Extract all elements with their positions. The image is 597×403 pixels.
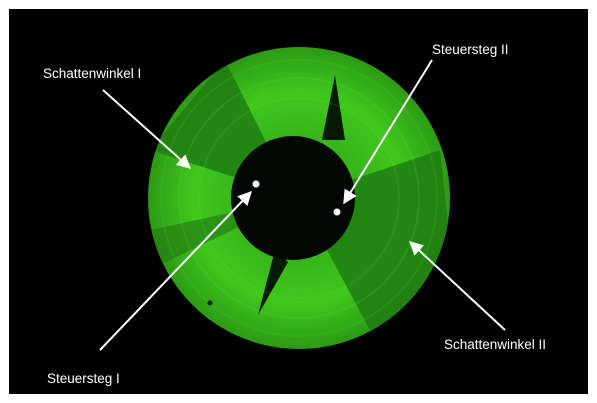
arrow-steuersteg-1 [99, 190, 252, 351]
label-steuersteg-1: Steuersteg I [47, 371, 120, 386]
label-steuersteg-2: Steuersteg II [432, 42, 509, 57]
arrow-schattenwinkel-1 [102, 89, 192, 169]
arrow-steuersteg-2 [343, 59, 433, 205]
label-schattenwinkel-2: Schattenwinkel II [444, 337, 546, 352]
dot-steuersteg-1 [252, 180, 260, 188]
wedge-bottom [258, 250, 288, 315]
speck [207, 300, 213, 306]
label-schattenwinkel-1: Schattenwinkel I [43, 66, 141, 81]
dark-core [231, 136, 355, 260]
green-ring [148, 47, 450, 349]
arrow-schattenwinkel-2 [408, 241, 506, 331]
wedge-top [322, 75, 345, 140]
dot-steuersteg-2 [333, 208, 341, 216]
